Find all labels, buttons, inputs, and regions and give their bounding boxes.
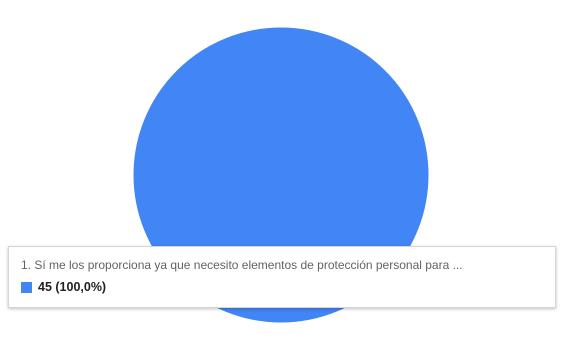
tooltip-color-swatch [21, 281, 32, 293]
slice-tooltip: 1. Sí me los proporciona ya que necesito… [8, 246, 556, 308]
tooltip-value: 45 (100,0%) [38, 280, 107, 294]
tooltip-value-row: 45 (100,0%) [21, 279, 543, 295]
tooltip-label: 1. Sí me los proporciona ya que necesito… [21, 258, 463, 272]
